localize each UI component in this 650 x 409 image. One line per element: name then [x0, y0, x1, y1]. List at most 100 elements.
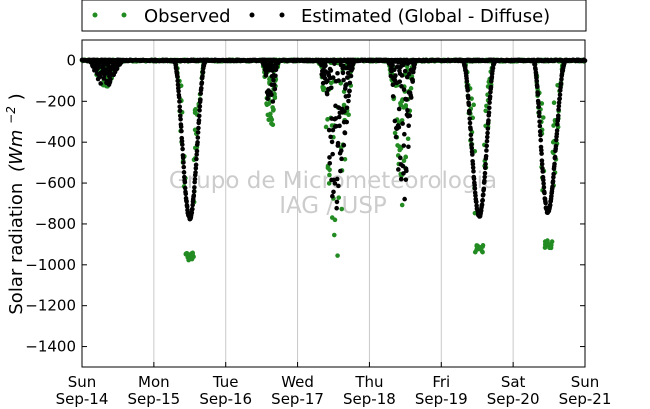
estimated-point-1237 — [326, 127, 332, 133]
observed-point-1174 — [342, 156, 348, 162]
observed-point-1705 — [539, 101, 545, 106]
observed-point-1518 — [471, 102, 476, 108]
estimated-point-954 — [197, 104, 203, 109]
estimated-point-953 — [197, 108, 202, 113]
estimated-point-877 — [175, 78, 181, 84]
x-tick-day-5: Fri — [432, 373, 450, 391]
estimated-point-1458 — [399, 73, 405, 78]
estimated-point-1280 — [339, 156, 344, 162]
y-tick-label-2: −400 — [35, 133, 76, 151]
estimated-point-1786 — [538, 132, 543, 138]
estimated-point-1264 — [334, 199, 340, 205]
estimated-point-1622 — [473, 193, 478, 198]
x-tick-date-7: Sep-21 — [559, 390, 612, 408]
x-tick-date-6: Sep-20 — [487, 390, 540, 408]
estimated-point-1464 — [401, 143, 407, 148]
estimated-point-1265 — [334, 176, 340, 182]
estimated-point-1461 — [400, 163, 406, 169]
estimated-point-1828 — [550, 184, 555, 189]
observed-point-1379 — [395, 143, 400, 148]
y-tick-label-1: −200 — [35, 92, 76, 110]
estimated-point-1450 — [397, 79, 403, 84]
observed-point-1194 — [328, 80, 334, 86]
estimated-point-1273 — [337, 123, 342, 129]
estimated-point-1070 — [263, 70, 269, 76]
estimated-point-1830 — [550, 178, 556, 184]
observed-point-847 — [192, 110, 198, 116]
estimated-point-1595 — [465, 88, 471, 93]
observed-point-1400 — [401, 158, 407, 164]
observed-point-1044 — [270, 108, 276, 113]
estimated-point-1625 — [474, 199, 479, 205]
estimated-point-1249 — [330, 151, 335, 157]
estimated-point-1843 — [554, 131, 560, 137]
estimated-point-1775 — [534, 84, 540, 90]
estimated-point-1796 — [541, 177, 546, 183]
estimated-point-887 — [178, 116, 183, 122]
estimated-point-1106 — [274, 64, 279, 70]
estimated-point-1298 — [344, 119, 350, 125]
estimated-point-1654 — [482, 174, 487, 180]
observed-point-1142 — [339, 206, 345, 212]
estimated-point-1481 — [406, 123, 411, 128]
y-tick-label-6: −1200 — [25, 297, 76, 315]
estimated-point-1663 — [484, 134, 490, 140]
estimated-point-957 — [198, 91, 204, 96]
plot-area — [82, 40, 585, 367]
estimated-point-965 — [200, 69, 206, 75]
estimated-point-926 — [189, 210, 195, 216]
observed-point-862 — [185, 252, 191, 258]
legend-marker-estimated — [249, 12, 285, 18]
estimated-point-1606 — [468, 132, 474, 138]
estimated-point-1230 — [324, 91, 330, 97]
estimated-point-1448 — [396, 106, 402, 112]
x-tick-day-2: Tue — [212, 373, 239, 391]
estimated-point-720 — [101, 76, 107, 81]
estimated-point-1670 — [486, 105, 492, 111]
estimated-point-736 — [106, 64, 111, 70]
estimated-point-942 — [194, 156, 199, 162]
estimated-point-1592 — [464, 79, 470, 84]
estimated-point-935 — [192, 185, 197, 190]
estimated-point-1445 — [396, 167, 401, 172]
legend-marker-observed — [92, 12, 127, 18]
estimated-point-1253 — [331, 177, 337, 183]
observed-point-1575 — [474, 243, 480, 248]
y-axis-label-unit-close: ) — [6, 93, 27, 100]
observed-point-1181 — [341, 102, 347, 108]
estimated-point-885 — [177, 108, 183, 114]
estimated-point-1304 — [346, 98, 351, 104]
estimated-point-1303 — [345, 70, 351, 76]
estimated-point-941 — [193, 162, 199, 168]
x-tick-date-1: Sep-15 — [127, 390, 180, 408]
estimated-point-959 — [198, 85, 204, 91]
estimated-point-894 — [180, 146, 185, 152]
estimated-point-1100 — [272, 86, 278, 92]
observed-point-1372 — [408, 86, 414, 91]
estimated-point-1790 — [539, 151, 544, 156]
observed-point-1118 — [323, 124, 329, 130]
estimated-point-1287 — [341, 77, 346, 83]
estimated-point-878 — [175, 82, 181, 87]
observed-point-1018 — [270, 122, 276, 128]
estimated-point-944 — [194, 148, 200, 154]
estimated-point-1095 — [271, 77, 276, 83]
estimated-point-1647 — [480, 197, 485, 203]
estimated-point-1460 — [400, 121, 405, 126]
estimated-point-1288 — [341, 142, 347, 148]
estimated-point-1617 — [471, 176, 477, 182]
estimated-point-1279 — [338, 148, 344, 154]
estimated-point-1773 — [534, 78, 540, 84]
y-tick-label-0: 0 — [66, 51, 76, 69]
estimated-point-1260 — [333, 116, 339, 121]
estimated-point-1780 — [536, 104, 542, 110]
observed-point-1177 — [335, 253, 340, 258]
estimated-point-1785 — [537, 129, 543, 134]
estimated-point-1242 — [328, 134, 333, 140]
estimated-point-1653 — [482, 178, 487, 184]
estimated-point-1313 — [348, 73, 354, 79]
estimated-point-1455 — [398, 176, 404, 182]
estimated-point-1804 — [543, 200, 548, 206]
estimated-point-1244 — [328, 85, 334, 91]
x-tick-date-5: Sep-19 — [415, 390, 468, 408]
